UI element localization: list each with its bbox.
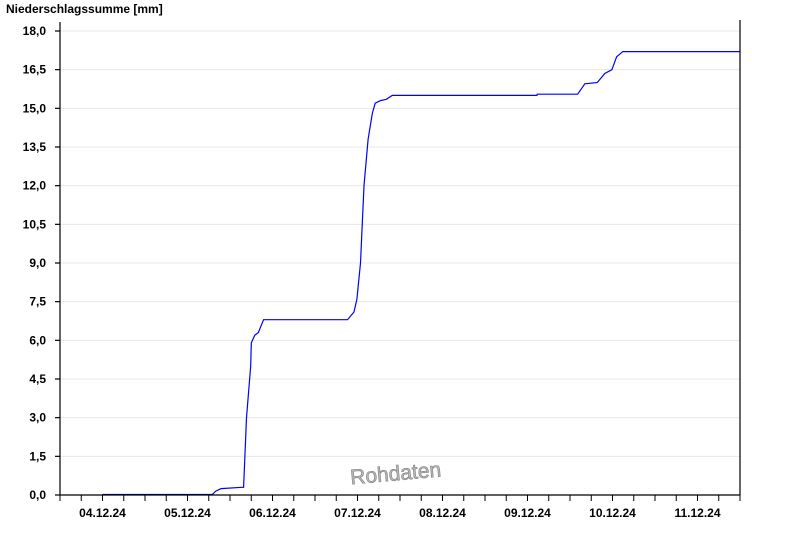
series-line — [102, 50, 740, 496]
y-tick-label: 7,5 — [29, 295, 46, 309]
y-tick-label: 9,0 — [29, 256, 46, 270]
y-tick-label: 13,5 — [23, 140, 47, 154]
y-tick-label: 1,5 — [29, 449, 46, 463]
x-tick-label: 08.12.24 — [419, 506, 466, 520]
y-axis-ticks: 0,0 1,5 3,0 4,5 6,0 7,5 9,0 10,5 12,0 13,5 15,0 16,… — [23, 24, 60, 502]
x-tick-label: 09.12.24 — [504, 506, 551, 520]
y-tick-label: 0,0 — [29, 488, 46, 502]
y-tick-label: 4,5 — [29, 372, 46, 386]
grid-lines — [60, 30, 740, 457]
watermark: Rohdaten — [349, 458, 442, 489]
y-tick-label: 6,0 — [29, 333, 46, 347]
x-tick-label: 05.12.24 — [164, 506, 211, 520]
y-tick-label: 3,0 — [29, 411, 46, 425]
y-tick-label: 15,0 — [23, 101, 47, 115]
x-tick-label: 11.12.24 — [674, 506, 720, 520]
y-tick-label: 16,5 — [23, 63, 47, 77]
x-tick-label: 07.12.24 — [334, 506, 381, 520]
x-tick-label: 10.12.24 — [589, 506, 636, 520]
y-tick-label: 18,0 — [23, 24, 47, 38]
x-axis-ticks: 04.12.24 05.12.24 06.12.24 07.12.24 08.12.24… — [59, 495, 741, 520]
x-tick-label: 04.12.24 — [79, 506, 126, 520]
x-tick-label: 06.12.24 — [249, 506, 296, 520]
y-axis-title: Niederschlagssumme [mm] — [6, 2, 163, 16]
y-tick-label: 12,0 — [23, 179, 47, 193]
y-tick-label: 10,5 — [23, 217, 47, 231]
